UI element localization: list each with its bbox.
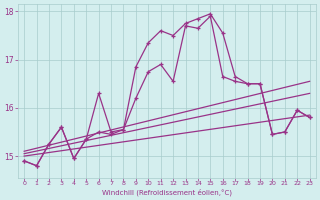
X-axis label: Windchill (Refroidissement éolien,°C): Windchill (Refroidissement éolien,°C) xyxy=(102,188,232,196)
